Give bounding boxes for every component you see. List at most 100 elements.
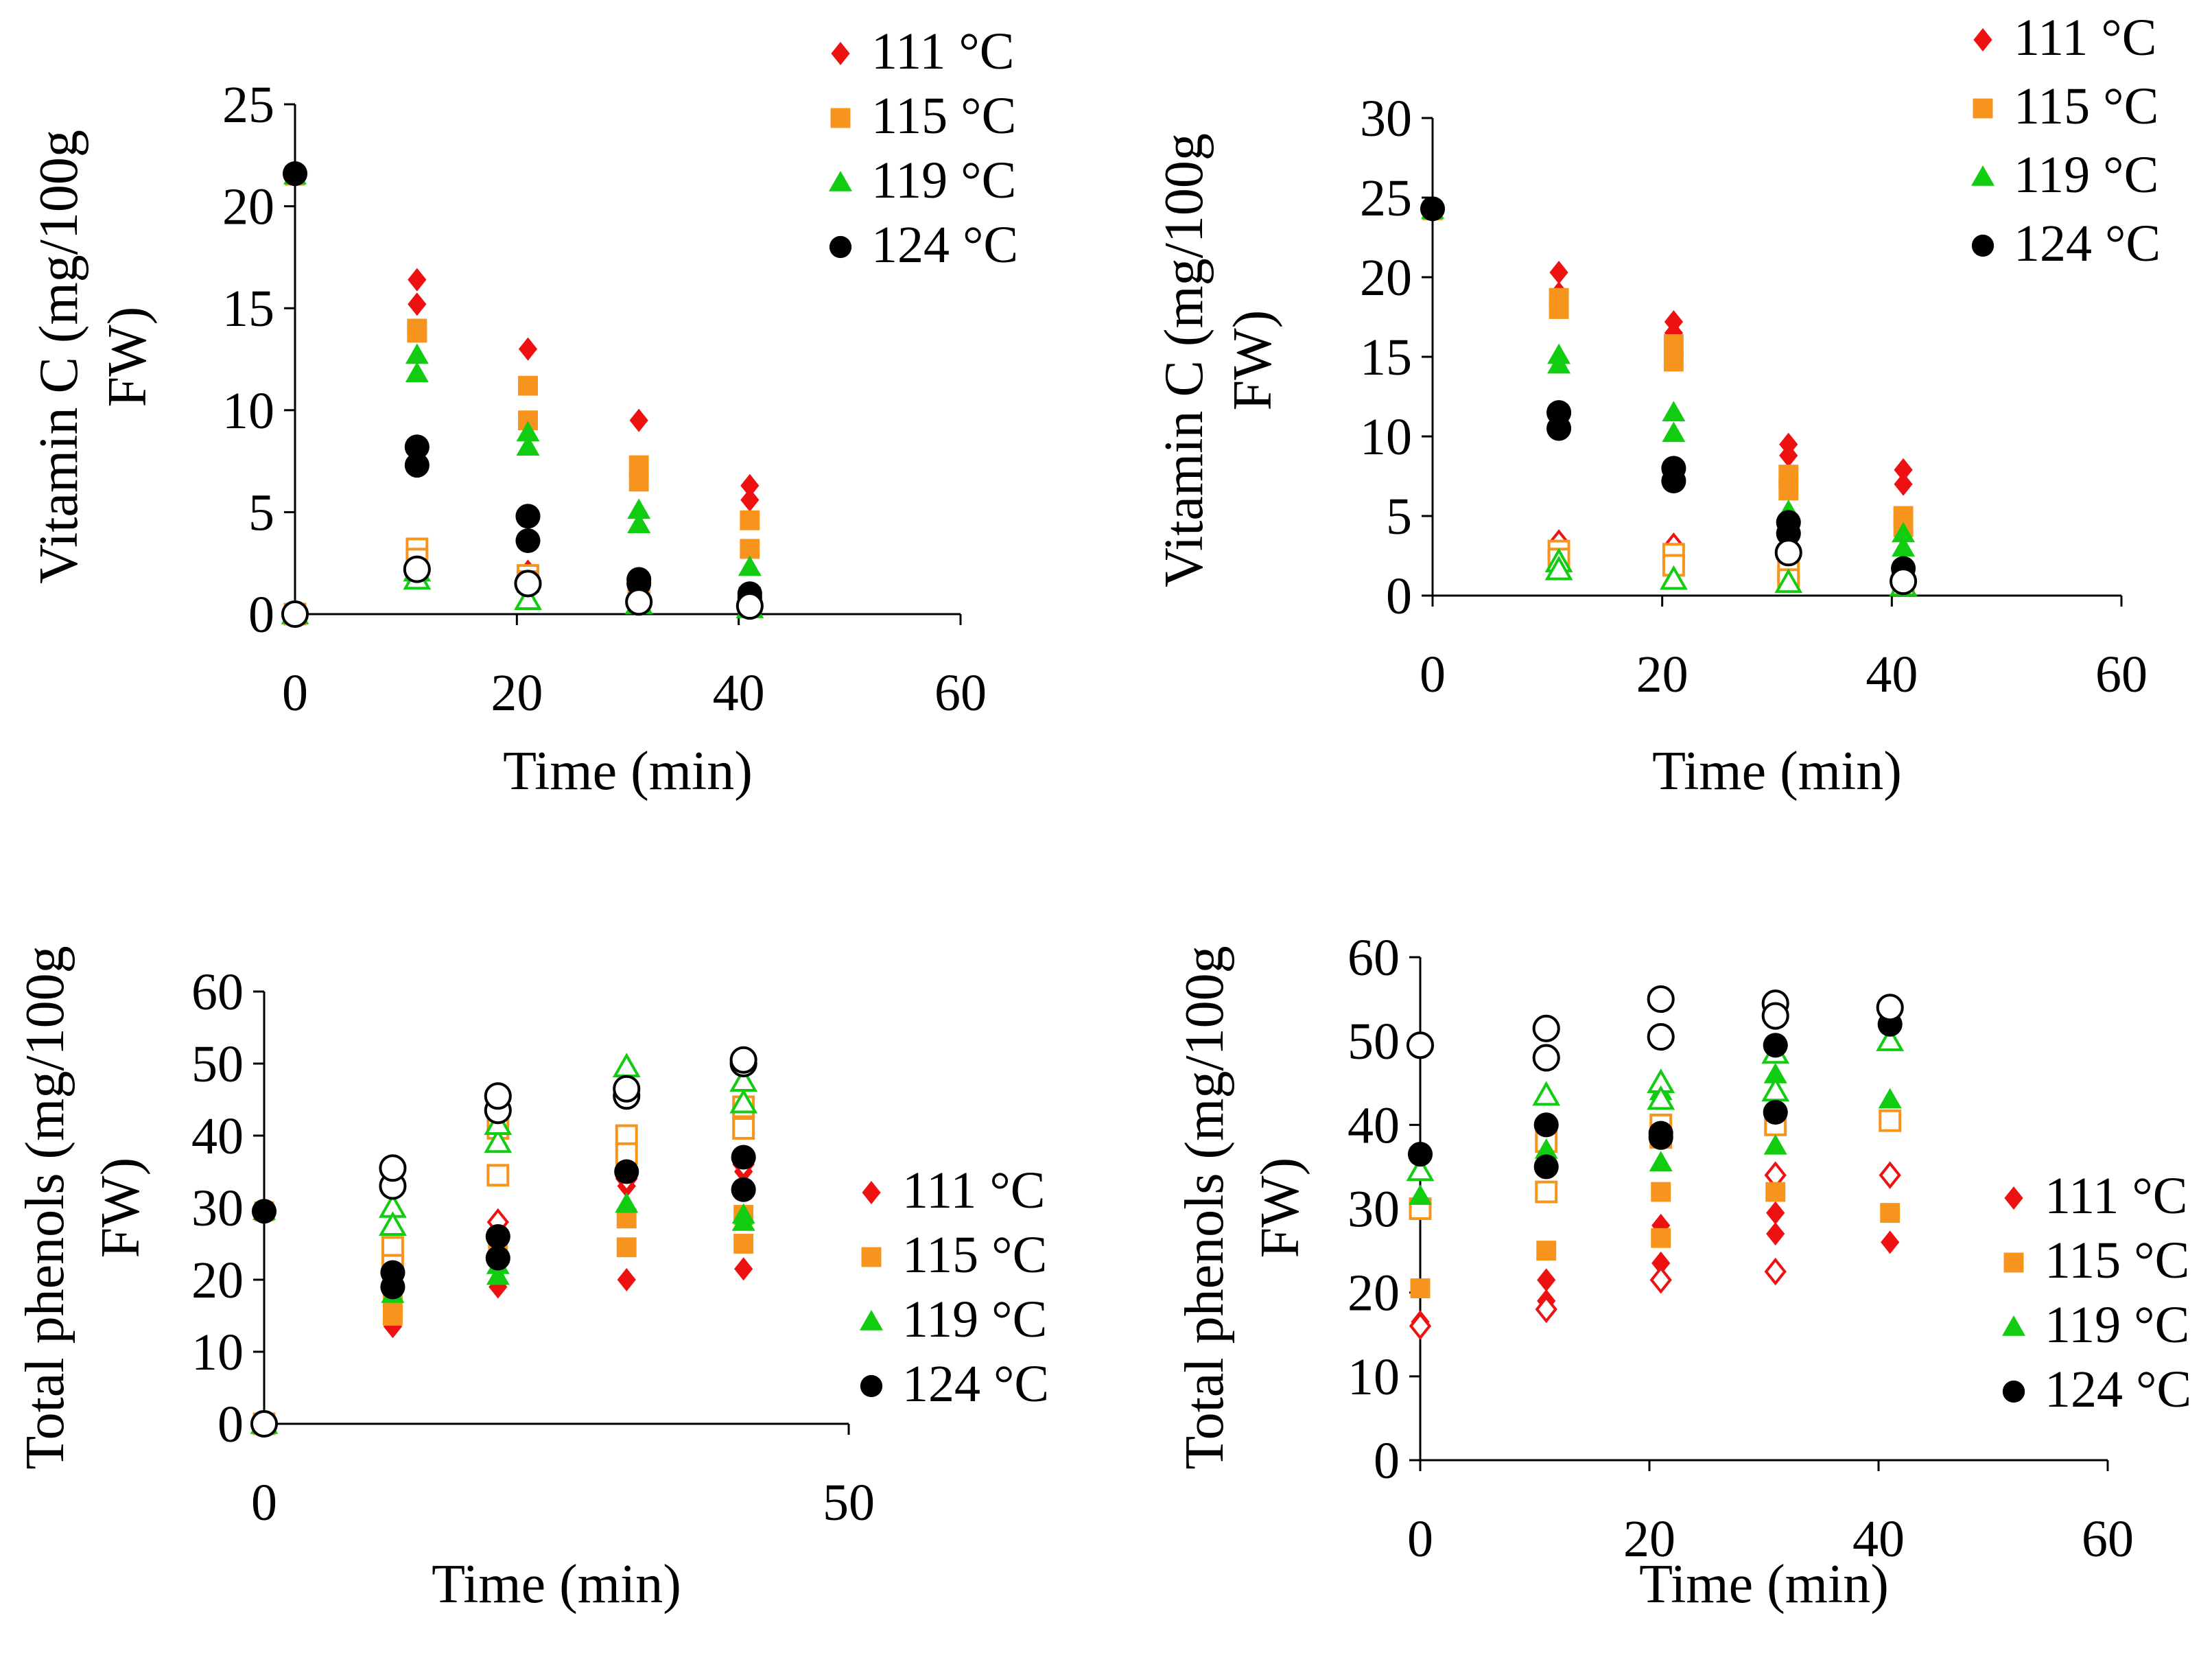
data-point (1659, 565, 1688, 590)
data-point (1892, 536, 1916, 557)
data-point (1879, 1161, 1901, 1189)
y-axis-title: Total phenols (mg/100g FW) (1175, 946, 1310, 1469)
data-point (629, 408, 648, 432)
legend-marker (2003, 1252, 2024, 1273)
legend-label: 111 °C (2014, 9, 2156, 67)
data-point (1662, 401, 1686, 421)
y-axis-title-line: FW) (1250, 1158, 1310, 1258)
y-tick-label: 10 (191, 1324, 244, 1381)
data-point (404, 452, 430, 478)
series-111-filled (1411, 1201, 1900, 1334)
x-axis-title: Time (min) (503, 741, 753, 801)
x-tick-label: 40 (713, 664, 765, 722)
data-point (1881, 1230, 1900, 1254)
data-point (729, 1067, 758, 1092)
data-point (1876, 994, 1904, 1022)
legend: 111 °C 115 °C 119 °C 124 °C (860, 1162, 1049, 1413)
x-tick-label: 60 (934, 664, 987, 722)
legend-label: 124 °C (2014, 215, 2161, 272)
data-point (250, 1409, 279, 1438)
y-tick-label: 30 (1360, 90, 1412, 148)
data-point (1663, 351, 1684, 372)
data-point (1648, 1121, 1673, 1146)
series-124-filled (1420, 196, 1916, 591)
data-point (1761, 1002, 1789, 1030)
legend-marker (2004, 1186, 2023, 1210)
data-point (1409, 1184, 1432, 1205)
data-point (627, 513, 651, 533)
y-axis-title-line: Total phenols (mg/100g (1175, 946, 1235, 1469)
data-point (1651, 1182, 1671, 1202)
y-tick-label: 10 (222, 382, 274, 440)
x-tick-label: 40 (1852, 1510, 1905, 1568)
y-tick-label: 60 (191, 963, 244, 1021)
data-point (731, 1177, 756, 1202)
data-point (1406, 1156, 1435, 1182)
y-axis-title-line: FW) (97, 307, 158, 408)
legend-marker (829, 235, 852, 259)
legend-label: 115 °C (2014, 78, 2158, 135)
data-point (616, 1237, 637, 1258)
y-tick-label: 40 (191, 1107, 244, 1165)
y-tick-label: 30 (191, 1180, 244, 1237)
data-point (1649, 1266, 1672, 1294)
y-axis-title-line: FW) (1223, 310, 1283, 411)
y-tick-label: 5 (1386, 488, 1412, 546)
series-119-open (1406, 1027, 1905, 1182)
x-tick-label: 0 (1420, 646, 1446, 703)
data-point (1764, 1257, 1787, 1286)
data-point (515, 504, 541, 529)
data-point (1549, 298, 1569, 319)
data-point (1651, 1251, 1671, 1275)
data-point (1763, 1033, 1788, 1058)
data-point (1407, 1142, 1433, 1167)
data-point (1533, 1112, 1559, 1138)
y-tick-label: 0 (1374, 1432, 1400, 1490)
series-124-filled (1407, 1011, 1903, 1180)
y-tick-label: 10 (1360, 408, 1412, 466)
data-point (516, 435, 540, 456)
series-111-filled (285, 162, 760, 512)
legend-label: 111 °C (2045, 1167, 2187, 1225)
data-point (380, 1260, 405, 1285)
y-axis-title-line: Vitamin C (mg/100g (1154, 133, 1214, 587)
data-point (407, 323, 427, 343)
series-119-filled (1421, 198, 1916, 557)
data-point (405, 343, 429, 364)
data-point (729, 1046, 757, 1074)
data-point (1763, 1134, 1787, 1155)
data-point (404, 434, 430, 460)
legend-marker (831, 42, 850, 65)
data-point (1420, 196, 1446, 222)
data-point (740, 488, 760, 512)
data-point (1546, 416, 1572, 441)
legend-label: 119 °C (2014, 146, 2158, 204)
data-point (378, 1211, 407, 1236)
data-point (1532, 1081, 1561, 1106)
x-axis-title: Time (min) (1639, 1554, 1889, 1615)
y-tick-label: 0 (248, 586, 274, 644)
legend: 111 °C 115 °C 119 °C 124 °C (829, 23, 1018, 274)
data-point (615, 1142, 638, 1165)
series-124-open (1406, 985, 1904, 1072)
y-tick-label: 15 (222, 280, 274, 338)
series-119-open (1544, 548, 1918, 596)
y-tick-label: 50 (1348, 1013, 1400, 1070)
data-point (251, 1199, 277, 1224)
legend-label: 119 °C (902, 1291, 1047, 1348)
panel-total-phenols-bottom-left: 0 10 20 30 40 50 60 0 50 Time (min) Total phenols … (15, 946, 1049, 1615)
x-tick-label: 60 (2082, 1510, 2134, 1568)
y-tick-label: 15 (1360, 329, 1412, 386)
series-115-filled (285, 165, 760, 559)
data-point (403, 555, 431, 583)
data-point (1547, 353, 1571, 374)
x-tick-label: 0 (251, 1474, 277, 1532)
data-point (1534, 1138, 1558, 1159)
data-point (1778, 480, 1799, 501)
data-point (1763, 1063, 1787, 1083)
data-point (1409, 1312, 1432, 1340)
x-tick-label: 0 (282, 664, 308, 722)
legend-marker (1973, 98, 1993, 119)
y-tick-label: 5 (248, 484, 274, 541)
y-axis-title-line: Vitamin C (mg/100g (29, 130, 89, 584)
